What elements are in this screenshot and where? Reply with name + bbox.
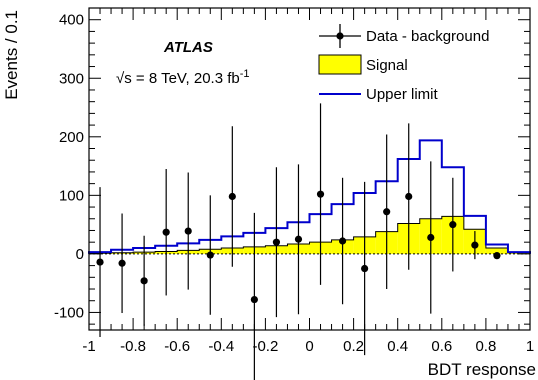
data-point xyxy=(449,177,457,272)
data-point xyxy=(405,123,413,270)
x-tick-label: 1 xyxy=(526,338,534,355)
data-marker xyxy=(118,259,126,267)
upper-limit-histogram xyxy=(88,139,531,254)
data-marker xyxy=(162,228,170,236)
data-point xyxy=(206,195,214,315)
data-marker xyxy=(272,238,281,246)
data-point xyxy=(427,161,435,314)
x-tick-label: 0.6 xyxy=(431,338,452,355)
x-tick-label: 0 xyxy=(305,338,313,355)
data-marker xyxy=(338,237,347,245)
data-point xyxy=(272,167,281,318)
x-tick-label: -0.2 xyxy=(252,338,278,355)
data-point xyxy=(316,103,325,285)
data-marker xyxy=(383,208,391,216)
legend-entry-upper-limit: Upper limit xyxy=(319,86,439,103)
data-marker xyxy=(294,235,303,243)
energy-text: √s = 8 TeV, 20.3 fb xyxy=(116,70,240,87)
data-marker xyxy=(493,252,501,260)
upper-limit-line xyxy=(88,139,531,254)
legend-data-marker-dot xyxy=(336,32,344,40)
x-tick-label: -0.6 xyxy=(164,338,190,355)
data-marker xyxy=(471,241,479,249)
atlas-label: ATLAS xyxy=(163,39,213,56)
signal-bin xyxy=(507,252,530,254)
x-tick-label: 0.8 xyxy=(475,338,496,355)
data-point xyxy=(118,213,126,314)
axis-ticks xyxy=(88,7,531,330)
y-tick-label: 400 xyxy=(59,12,84,29)
data-marker xyxy=(206,251,214,259)
x-tick-labels: -1 -0.8 -0.6 -0.4 -0.2 0 0.2 0.4 0.6 0.8 1 xyxy=(82,338,534,355)
energy-superscript: -1 xyxy=(240,68,250,80)
data-point xyxy=(471,231,479,260)
x-tick-label: 0.4 xyxy=(387,338,408,355)
data-marker xyxy=(228,192,236,201)
legend-signal-swatch xyxy=(318,54,362,75)
data-point xyxy=(250,212,258,380)
data-marker xyxy=(449,221,457,229)
energy-label: √s = 8 TeV, 20.3 fb-1 xyxy=(116,68,250,87)
legend-entry-signal: Signal xyxy=(318,54,408,75)
data-marker xyxy=(96,258,104,266)
y-tick-labels: -100 0 100 200 300 400 xyxy=(54,12,84,322)
signal-bin xyxy=(485,248,508,254)
x-tick-label: -0.8 xyxy=(120,338,146,355)
x-tick-label: 0.2 xyxy=(343,338,364,355)
signal-outline xyxy=(88,215,531,254)
data-point xyxy=(338,177,347,305)
x-axis-title: BDT response xyxy=(428,360,536,379)
y-axis-title: Events / 0.1 xyxy=(2,10,21,100)
data-point xyxy=(493,252,501,260)
data-point xyxy=(294,164,303,315)
x-tick-label: -1 xyxy=(82,338,95,355)
data-marker xyxy=(250,295,258,304)
y-tick-label: 0 xyxy=(76,246,84,263)
data-marker xyxy=(140,277,148,285)
data-marker xyxy=(316,190,325,198)
x-tick-label: -0.4 xyxy=(208,338,234,355)
data-point xyxy=(140,235,148,326)
data-marker xyxy=(405,192,413,201)
data-marker xyxy=(184,227,192,235)
data-point xyxy=(228,126,236,267)
legend-label-data: Data - background xyxy=(366,28,489,45)
data-point xyxy=(383,134,391,290)
legend: Data - background Signal Upper limit xyxy=(318,24,489,103)
y-tick-label: 100 xyxy=(59,187,84,204)
data-marker xyxy=(361,264,369,273)
legend-label-signal: Signal xyxy=(366,57,408,74)
legend-entry-data: Data - background xyxy=(319,24,489,48)
data-point xyxy=(184,172,192,290)
y-tick-label: -100 xyxy=(54,304,84,321)
legend-label-upper-limit: Upper limit xyxy=(366,86,439,103)
y-tick-label: 200 xyxy=(59,129,84,146)
y-tick-label: 300 xyxy=(59,70,84,87)
data-marker xyxy=(427,233,435,242)
data-point xyxy=(162,169,170,296)
